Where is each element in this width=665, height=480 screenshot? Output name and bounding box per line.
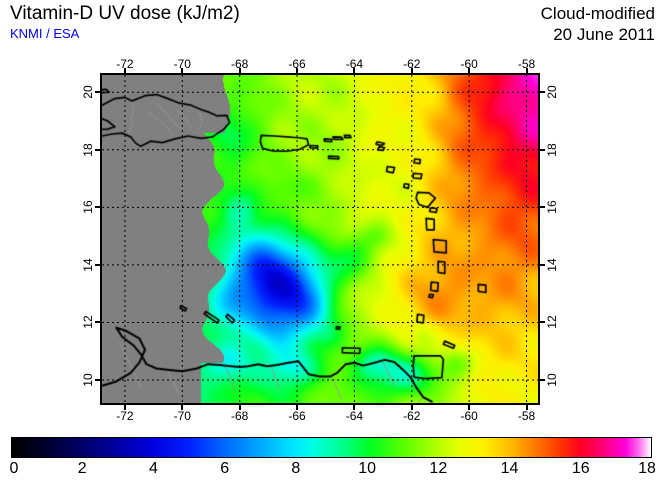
- x-tick-mark-top: [181, 68, 184, 73]
- x-tick-mark-top: [123, 68, 126, 73]
- x-tick-mark-top: [525, 68, 528, 73]
- y-axis-label-right: 12: [545, 315, 559, 330]
- x-tick-mark-bottom: [181, 405, 184, 410]
- y-tick-mark-right: [540, 378, 545, 381]
- y-axis-label-right: 14: [545, 258, 559, 272]
- uv-dose-heatmap: [102, 75, 538, 403]
- y-tick-mark-left: [95, 263, 100, 266]
- colorbar-gradient: [11, 437, 652, 458]
- x-axis-label-top: -58: [517, 57, 536, 71]
- colorbar-tick-labels: 0 2 4 6 8 10 12 14 16 18: [10, 458, 656, 480]
- colorbar-tick-label: 4: [148, 460, 158, 477]
- x-axis-label-bottom: -72: [116, 409, 134, 423]
- x-tick-mark-bottom: [410, 405, 413, 410]
- y-tick-mark-left: [95, 321, 100, 324]
- x-tick-mark-bottom: [296, 405, 299, 410]
- colorbar-tick-label: 6: [220, 460, 230, 477]
- y-axis-label-right: 20: [545, 85, 559, 99]
- y-axis-label-left: 20: [81, 85, 95, 99]
- y-tick-mark-right: [540, 321, 545, 324]
- date-label: 20 June 2011: [553, 25, 655, 44]
- x-tick-mark-bottom: [123, 405, 126, 410]
- x-axis-label-bottom: -64: [345, 409, 364, 423]
- y-axis-label-left: 12: [81, 315, 95, 330]
- x-tick-mark-top: [468, 68, 471, 73]
- colorbar-tick-label: 8: [291, 460, 301, 477]
- x-axis-label-bottom: -58: [517, 409, 536, 423]
- x-axis-label-bottom: -70: [173, 409, 191, 423]
- y-axis-label-left: 16: [81, 200, 95, 215]
- map-plot-area: [100, 73, 540, 405]
- page-title: Vitamin-D UV dose (kJ/m2): [10, 3, 240, 24]
- x-axis-label-top: -68: [231, 57, 249, 71]
- y-tick-mark-left: [95, 91, 100, 94]
- y-tick-mark-right: [540, 206, 545, 209]
- x-axis-label-bottom: -62: [403, 409, 421, 423]
- x-axis-label-top: -66: [288, 57, 306, 71]
- x-tick-mark-bottom: [238, 405, 241, 410]
- x-axis-label-bottom: -66: [288, 409, 306, 423]
- colorbar-tick-label: 12: [429, 460, 448, 477]
- x-tick-mark-bottom: [353, 405, 356, 410]
- x-axis-label-top: -64: [345, 57, 364, 71]
- x-tick-mark-top: [296, 68, 299, 73]
- y-axis-label-right: 10: [545, 373, 559, 387]
- x-axis-label-bottom: -60: [460, 409, 478, 423]
- product-mode-label: Cloud-modified: [540, 4, 655, 23]
- x-axis-label-bottom: -68: [231, 409, 249, 423]
- x-tick-mark-bottom: [525, 405, 528, 410]
- header-right-block: Cloud-modified 20 June 2011: [541, 2, 655, 45]
- y-tick-mark-left: [95, 206, 100, 209]
- x-axis-label-top: -70: [173, 57, 191, 71]
- colorbar-tick-label: 0: [9, 460, 19, 477]
- x-tick-mark-top: [410, 68, 413, 73]
- colorbar-tick-label: 2: [77, 460, 87, 477]
- y-tick-mark-left: [95, 378, 100, 381]
- header-left-block: Vitamin-D UV dose (kJ/m2) KNMI / ESA: [10, 2, 410, 42]
- x-tick-mark-top: [353, 68, 356, 73]
- colorbar-tick-label: 16: [571, 460, 590, 477]
- y-axis-label-left: 14: [81, 258, 95, 272]
- x-tick-mark-top: [238, 68, 241, 73]
- x-axis-label-top: -62: [403, 57, 421, 71]
- y-tick-mark-right: [540, 263, 545, 266]
- x-axis-label-top: -60: [460, 57, 478, 71]
- x-tick-mark-bottom: [468, 405, 471, 410]
- y-axis-label-left: 10: [81, 373, 95, 387]
- colorbar-tick-label: 18: [638, 460, 656, 477]
- y-axis-label-right: 18: [545, 143, 559, 157]
- x-axis-label-top: -72: [116, 57, 134, 71]
- y-tick-mark-right: [540, 91, 545, 94]
- y-axis-label-right: 16: [545, 200, 559, 215]
- colorbar: [11, 437, 652, 458]
- y-tick-mark-left: [95, 148, 100, 151]
- colorbar-tick-label: 14: [500, 460, 519, 477]
- y-tick-mark-right: [540, 148, 545, 151]
- y-axis-label-left: 18: [81, 143, 95, 157]
- colorbar-tick-label: 10: [358, 460, 376, 477]
- credit-label: KNMI / ESA: [10, 26, 80, 41]
